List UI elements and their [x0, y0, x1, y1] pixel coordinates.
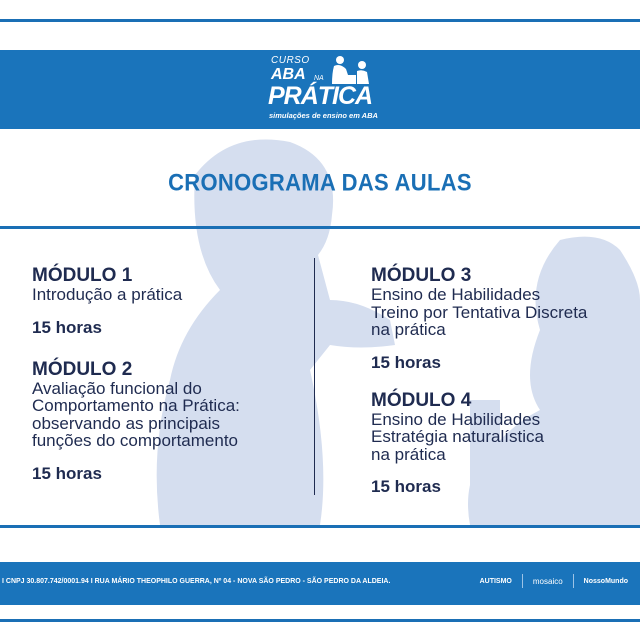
module-description: Ensino de Habilidades	[371, 285, 541, 304]
logo-curso: CURSO	[271, 55, 310, 66]
module-hours: 15 horas	[32, 317, 102, 337]
adult-child-icon	[332, 56, 369, 84]
module-3: MÓDULO 3 Ensino de Habilidades Treino po…	[371, 266, 587, 373]
module-description: Introdução a prática	[32, 285, 183, 304]
module-hours: 15 horas	[371, 352, 441, 372]
module-heading: MÓDULO 2	[32, 358, 133, 380]
module-heading: MÓDULO 3	[371, 265, 472, 286]
partner-nossomundo: NossoMundo	[583, 577, 628, 585]
module-hours: 15 horas	[32, 463, 102, 483]
module-4: MÓDULO 4 Ensino de Habilidades Estratégi…	[371, 389, 587, 498]
module-description: Comportamento na Prática:	[32, 396, 240, 415]
left-column: MÓDULO 1 Introdução a prática 15 horas M…	[32, 266, 240, 502]
module-description: funções do comportamento	[32, 431, 239, 450]
module-2: MÓDULO 2 Avaliação funcional do Comporta…	[32, 358, 240, 484]
logo-na: NA	[314, 75, 324, 82]
footer-band	[0, 562, 640, 605]
module-description: observando as principais	[32, 413, 221, 433]
bottom-rule	[0, 525, 640, 528]
page-title: CRONOGRAMA DAS AULAS	[168, 168, 472, 197]
module-description: Treino por Tentativa Discreta	[371, 302, 588, 322]
module-heading: MÓDULO 1	[32, 265, 133, 286]
right-column: MÓDULO 3 Ensino de Habilidades Treino po…	[371, 266, 587, 515]
module-description: na prática	[371, 444, 446, 464]
footer-rule	[0, 619, 640, 622]
partner-separator	[521, 574, 523, 588]
top-rule	[0, 19, 640, 22]
partner-separator	[572, 574, 574, 588]
column-divider	[314, 258, 315, 495]
module-description: Avaliação funcional do	[32, 378, 202, 398]
course-logo: CURSO ABA NA PRÁTICA simulações de ensin…	[268, 55, 388, 125]
module-hours: 15 horas	[371, 477, 441, 496]
header-band	[0, 50, 640, 129]
partner-mosaico: mosaico	[532, 576, 563, 586]
footer-address: I CNPJ 30.807.742/0001.94 I RUA MÁRIO TH…	[2, 578, 391, 585]
logo-pratica: PRÁTICA	[268, 82, 373, 110]
module-heading: MÓDULO 4	[371, 389, 472, 411]
partner-autismo: AUTISMO	[479, 577, 512, 585]
module-1: MÓDULO 1 Introdução a prática 15 horas	[32, 266, 240, 338]
module-description: Ensino de Habilidades	[371, 409, 541, 429]
module-description: na prática	[371, 320, 446, 339]
logo-tagline: simulações de ensino em ABA	[269, 111, 378, 120]
partner-logos: AUTISMO mosaico NossoMundo	[480, 574, 628, 588]
module-description: Estratégia naturalística	[371, 427, 544, 446]
title-rule	[0, 226, 640, 229]
logo-aba: ABA	[271, 66, 306, 83]
